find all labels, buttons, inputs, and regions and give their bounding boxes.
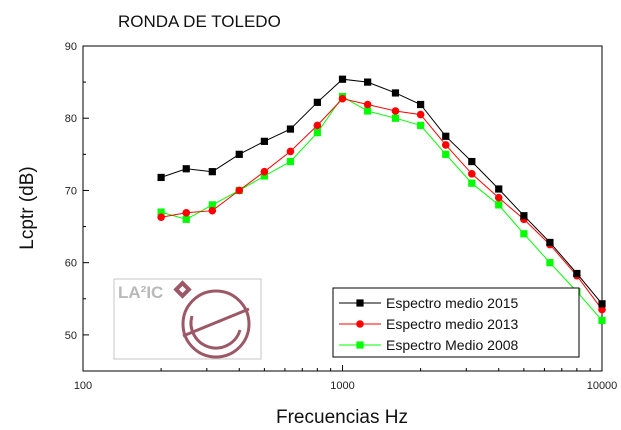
y-tick-label: 70: [65, 185, 77, 197]
data-point: [286, 147, 295, 156]
data-point: [468, 170, 476, 178]
data-point: [417, 100, 425, 109]
data-point: [313, 98, 321, 106]
data-point: [442, 132, 450, 140]
data-point: [520, 230, 528, 238]
data-point: [494, 193, 503, 202]
y-axis-ticks: 50 60 70 80 90: [65, 41, 89, 372]
la2ic-logo: LA²IC: [113, 278, 262, 360]
data-point: [338, 75, 347, 83]
data-point: [598, 316, 606, 325]
data-point: [364, 78, 372, 86]
data-point: [598, 305, 606, 314]
data-point: [208, 168, 216, 176]
legend-marker: [356, 320, 364, 328]
data-point: [468, 157, 476, 166]
data-point: [416, 110, 425, 119]
legend-label: Espectro medio 2015: [386, 295, 519, 311]
data-point: [442, 150, 450, 158]
data-point: [495, 201, 503, 209]
legend-marker: [356, 341, 364, 349]
data-point: [182, 209, 191, 217]
data-point: [182, 165, 190, 173]
logo-text: LA²IC: [118, 283, 163, 302]
data-point: [338, 94, 347, 103]
legend-label: Espectro medio 2013: [386, 316, 519, 332]
data-point: [468, 179, 476, 187]
data-point: [286, 157, 295, 166]
x-axis-label: Frecuencias Hz: [276, 407, 408, 428]
logo-diamond-icon: [173, 280, 192, 299]
data-point: [495, 185, 503, 193]
data-point: [363, 100, 372, 109]
data-point: [157, 213, 165, 221]
data-point: [182, 215, 190, 223]
data-point: [417, 121, 425, 130]
chart-title: RONDA DE TOLEDO: [118, 12, 281, 31]
logo-emblem-icon: [181, 289, 251, 359]
data-point: [391, 107, 400, 115]
legend-marker: [356, 299, 364, 307]
data-point: [313, 129, 321, 137]
y-tick-label: 60: [65, 258, 77, 270]
data-point: [391, 114, 400, 122]
data-point: [546, 259, 554, 267]
data-point: [286, 125, 295, 133]
legend-item: Espectro medio 2015: [339, 295, 519, 311]
legend-item: Espectro Medio 2008: [339, 337, 519, 353]
data-point: [208, 206, 217, 215]
series-0: [157, 75, 606, 308]
series-line: [161, 98, 603, 310]
data-point: [520, 212, 528, 220]
data-point: [573, 269, 581, 278]
y-tick-label: 90: [65, 41, 77, 53]
legend: Espectro medio 2015 Espectro medio 2013 Es…: [332, 287, 580, 358]
y-axis-label: Lcptr (dB): [17, 166, 38, 249]
x-tick-label: 1000: [330, 380, 354, 392]
data-point: [235, 186, 244, 195]
x-axis-ticks: 100 1000 10000: [74, 365, 617, 392]
series-line: [160, 95, 603, 321]
legend-item: Espectro medio 2013: [339, 316, 519, 332]
data-point: [441, 141, 450, 149]
data-point: [313, 121, 322, 130]
data-point: [598, 300, 606, 308]
y-tick-label: 80: [65, 113, 77, 125]
x-tick-label: 100: [74, 380, 92, 392]
data-point: [157, 173, 165, 182]
data-point: [157, 208, 165, 216]
data-point: [546, 238, 554, 247]
x-tick-label: 10000: [587, 380, 618, 392]
data-point: [260, 172, 268, 180]
data-point: [364, 107, 372, 115]
data-point: [260, 167, 269, 176]
data-point: [208, 201, 216, 209]
legend-label: Espectro Medio 2008: [386, 337, 519, 353]
series-layer: [157, 75, 606, 325]
y-tick-label: 50: [65, 330, 77, 342]
data-point: [260, 137, 268, 145]
data-point: [235, 150, 243, 158]
series-line: [160, 78, 603, 305]
data-point: [391, 89, 400, 97]
